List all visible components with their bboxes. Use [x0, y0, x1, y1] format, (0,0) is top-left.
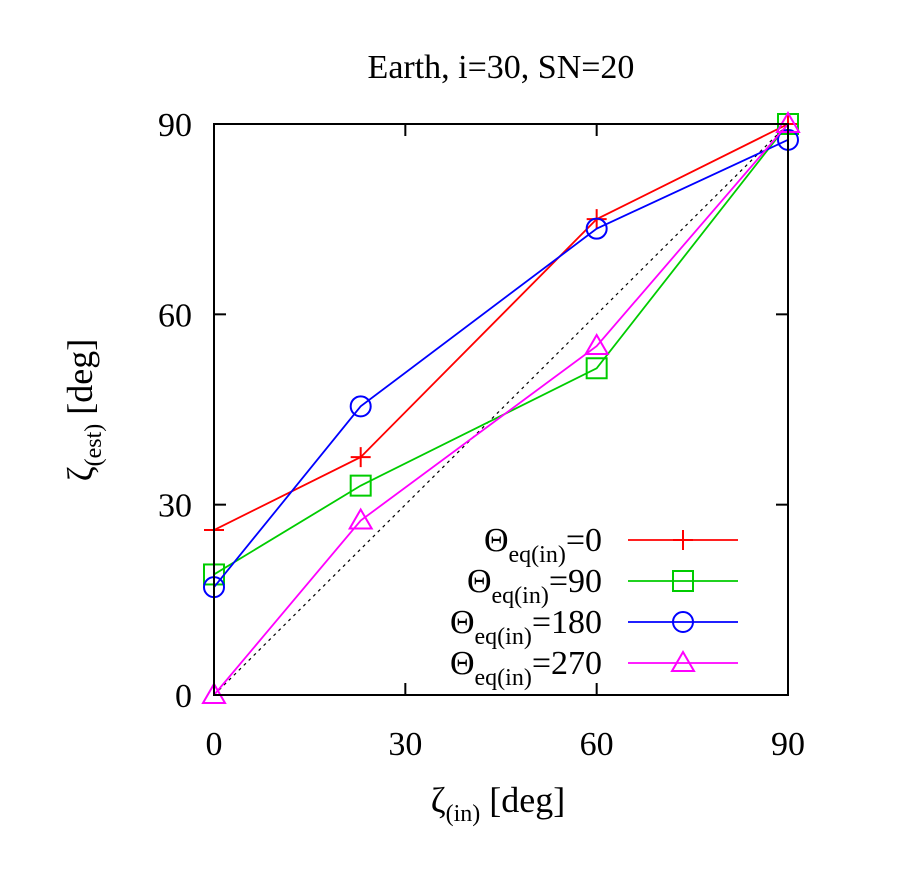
- series-3-point-2: [583, 333, 610, 356]
- x-tick-label-0: 0: [206, 726, 223, 763]
- series-1: [203, 113, 799, 586]
- legend: Θeq(in)=0Θeq(in)=90Θeq(in)=180Θeq(in)=27…: [450, 522, 738, 691]
- chart-title: Earth, i=30, SN=20: [368, 49, 635, 86]
- y-tick-label-0: 0: [175, 678, 192, 715]
- y-axis-label: ζ(est) [deg]: [60, 339, 107, 482]
- x-tick-label-90: 90: [771, 726, 805, 763]
- x-tick-label-60: 60: [580, 726, 614, 763]
- reference-line-layer: [213, 123, 789, 696]
- x-axis-label-symbol: ζ: [431, 780, 446, 820]
- legend-marker-3: [670, 650, 696, 672]
- legend-marker-2: [672, 611, 694, 633]
- series-1-point-2: [585, 357, 608, 380]
- y-tick-label-90: 90: [158, 107, 192, 144]
- series-3-point-0: [201, 682, 227, 704]
- series-2-point-2: [585, 217, 608, 240]
- legend-label-2: Θeq(in)=180: [450, 604, 602, 650]
- series-0-point-1: [350, 447, 371, 468]
- series-layer: [201, 111, 801, 704]
- y-axis-label-unit: [deg]: [60, 339, 100, 424]
- tick-layer: 0 30 60 90 0 30 60 90: [158, 107, 805, 763]
- y-axis-label-subscript: (est): [81, 424, 107, 467]
- series-line-0: [213, 123, 789, 531]
- legend-marker-1: [672, 570, 694, 592]
- series-0: [204, 114, 798, 541]
- legend-label-0: Θeq(in)=0: [484, 522, 602, 568]
- y-tick-label-30: 30: [158, 488, 192, 525]
- x-axis-label-unit: [deg]: [480, 780, 565, 820]
- x-axis-label: ζ(in) [deg]: [431, 780, 566, 827]
- x-tick-label-30: 30: [388, 726, 422, 763]
- legend-label-1: Θeq(in)=90: [467, 563, 602, 609]
- x-axis-label-subscript: (in): [446, 801, 481, 827]
- legend-label-3: Θeq(in)=270: [450, 645, 602, 691]
- y-tick-label-60: 60: [158, 297, 192, 334]
- series-2-point-1: [349, 395, 372, 418]
- series-3: [201, 111, 801, 704]
- series-line-1: [213, 123, 789, 576]
- y-axis-label-symbol: ζ: [60, 466, 100, 481]
- series-1-point-1: [349, 474, 372, 497]
- plot-frame: [213, 123, 789, 696]
- series-line-3: [213, 123, 789, 696]
- series-line-2: [213, 139, 789, 588]
- series-3-point-1: [347, 507, 374, 530]
- legend-marker-0: [673, 530, 693, 550]
- reference-diagonal-line: [213, 123, 789, 696]
